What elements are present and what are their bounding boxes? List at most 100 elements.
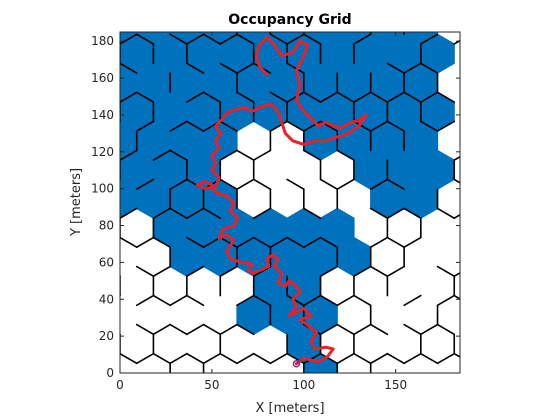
maze-wall-segment [152,236,171,248]
maze-wall-segment [252,352,272,365]
maze-wall-segment [186,33,205,45]
maze-wall-segment [453,213,460,219]
maze-wall-segment [120,352,138,365]
maze-wall-segment [236,33,255,45]
maze-wall-segment [152,265,171,278]
maze-wall-segment [186,352,205,365]
maze-wall-segment [120,149,138,161]
maze-wall-segment [269,91,288,103]
maze-wall-segment [152,149,171,161]
maze-wall-segment [236,236,255,248]
maze-wall-segment [353,33,372,45]
maze-wall-segment [436,294,456,307]
maze-wall-segment [186,91,205,103]
maze-wall-segment [319,352,339,365]
maze-wall-segment [286,294,305,307]
maze-wall-segment [303,149,322,161]
maze-wall-segment [186,265,205,278]
maze-wall-segment [420,62,439,74]
maze-wall-segment [386,120,405,132]
maze-wall-segment [286,62,305,74]
maze-wall-segment [236,352,255,365]
maze-wall-segment [386,265,405,278]
maze-wall-segment [135,178,155,190]
maze-wall-segment [436,352,456,365]
y-tick-label: 180 [91,34,114,48]
maze-wall-segment [202,236,222,248]
maze-wall-segment [120,207,138,219]
maze-wall-segment [186,323,205,336]
maze-wall-segment [286,178,305,190]
maze-wall-segment [420,352,439,365]
maze-wall-segment [319,178,339,190]
maze-wall-segment [453,178,460,184]
maze-wall-segment [436,120,456,132]
maze-wall-segment [202,323,222,336]
maze-wall-segment [202,91,222,103]
maze-wall-segment [386,62,405,74]
maze-wall-segment [219,352,238,365]
y-tick-label: 160 [91,71,114,85]
maze-wall-segment [219,236,238,248]
maze-wall-segment [403,207,422,219]
x-tick-label: 100 [292,378,315,392]
start-marker [292,360,301,368]
maze-wall-segment [369,207,389,219]
maze-wall-segment [453,294,460,300]
maze-wall-segment [252,149,272,161]
maze-wall-segment [219,178,238,190]
maze-wall-segment [120,236,138,248]
maze-wall-segment [169,352,188,365]
maze-wall-segment [252,236,272,248]
maze-wall-segment [303,91,322,103]
maze-wall-segment [403,323,422,336]
maze-wall-segment [303,352,322,365]
maze-wall-segment [286,91,305,103]
maze-wall-segment [319,323,339,336]
maze-wall-segment [135,323,155,336]
maze-wall-segment [319,265,339,278]
maze-wall-segment [219,33,238,45]
maze-wall-segment [252,294,272,307]
maze-wall-segment [369,352,389,365]
maze-wall-segment [353,120,372,132]
maze-wall-segment [202,352,222,365]
maze-wall-segment [303,120,322,132]
maze-wall-segment [386,91,405,103]
maze-wall-segment [336,91,355,103]
y-axis-ticks: 0 20 40 60 80 100 120 140 160 180 [91,34,460,380]
maze-wall-segment [420,91,439,103]
maze-wall-segment [453,271,460,278]
maze-wall-segment [353,352,372,365]
maze-wall-segment [353,294,372,307]
maze-wall-segment [420,33,439,45]
maze-wall-segment [236,91,255,103]
maze-wall-segment [436,91,456,103]
maze-wall-segment [336,294,355,307]
maze-wall-segment [386,207,405,219]
maze-wall-segment [169,178,188,190]
y-tick-label: 100 [91,182,114,196]
maze-wall-segment [453,39,460,45]
maze-wall-segment [369,323,389,336]
maze-wall-segment [135,352,155,365]
maze-wall-segment [369,236,389,248]
maze-wall-segment [269,236,288,248]
maze-wall-segment [286,236,305,248]
x-axis-ticks: 0 50 100 150 [116,32,407,392]
maze-wall-segment [353,323,372,336]
y-tick-label: 0 [106,366,114,380]
maze-wall-segment [403,352,422,365]
maze-wall-segment [186,236,205,248]
maze-wall-segment [186,120,205,132]
maze-wall-segment [353,91,372,103]
maze-wall-segment [236,294,255,307]
maze-wall-segment [152,207,171,219]
maze-wall-segment [453,352,460,358]
maze-wall-segment [369,120,389,132]
maze-wall-segment [420,120,439,132]
maze-wall-segment [252,178,272,190]
maze-wall-segment [236,178,255,190]
maze-wall-segment [369,265,389,278]
